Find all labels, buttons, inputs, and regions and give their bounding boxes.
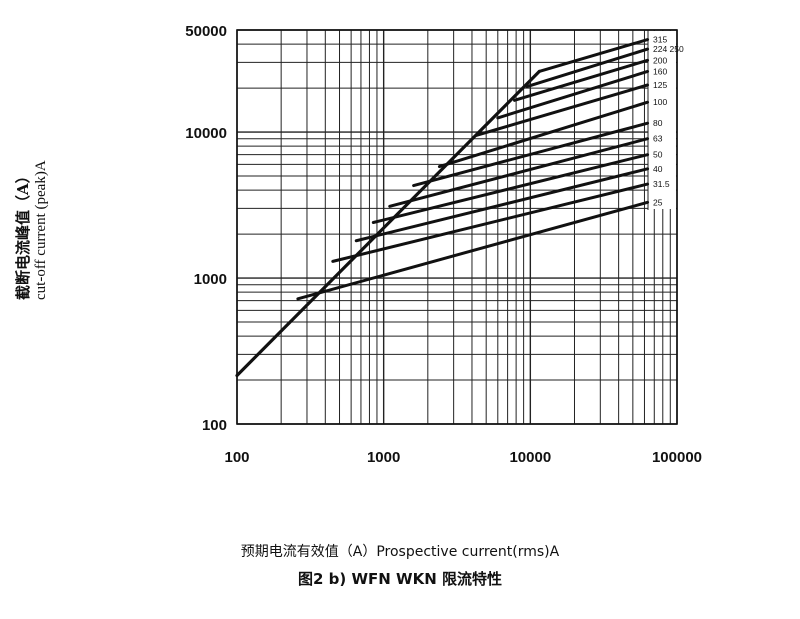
series-label-8: 63 (653, 134, 663, 144)
series-line-3 (513, 58, 650, 102)
series-label-10: 40 (653, 164, 663, 174)
series-line-1 (537, 38, 650, 73)
y-axis-title: 截断电流峰值（A） cut-off current (peak)A (14, 160, 50, 300)
series-label-12: 25 (653, 197, 663, 207)
y-axis-title-cn: 截断电流峰值（A） (14, 168, 32, 300)
y-tick-label: 1000 (194, 271, 227, 288)
x-tick-label: 1000 (367, 449, 400, 466)
series-label-4: 160 (653, 66, 667, 76)
series-line-4 (496, 69, 650, 120)
y-axis-title-en: cut-off current (peak)A (33, 160, 49, 300)
series-line-9 (371, 153, 650, 225)
grid-lines (236, 29, 678, 425)
series-line-2 (525, 47, 650, 89)
x-axis-title: 预期电流有效值（A）Prospective current(rms)A (240, 544, 560, 560)
series-label-3: 200 (653, 55, 667, 65)
series-label-6: 100 (653, 97, 667, 107)
series-label-2: 224 250 (653, 44, 684, 54)
curve-lines (235, 38, 650, 378)
y-tick-label: 50000 (185, 23, 227, 40)
series-line-10 (354, 167, 650, 243)
series-line-12 (296, 200, 650, 301)
series-label-5: 125 (653, 80, 667, 90)
x-tick-label: 10000 (509, 449, 551, 466)
series-label-7: 80 (653, 118, 663, 128)
y-tick-label: 100 (202, 417, 227, 434)
series-line-6 (437, 100, 650, 169)
series-line-8 (388, 137, 650, 208)
series-label-11: 31.5 (653, 179, 670, 189)
series-line-11 (331, 182, 650, 263)
figure-caption: 图2 b) WFN WKN 限流特性 (298, 570, 502, 588)
series-label-1: 315 (653, 35, 667, 45)
y-tick-label: 10000 (185, 125, 227, 142)
series-line-7 (412, 121, 650, 188)
envelope-line (235, 69, 541, 378)
plot-frame (236, 29, 678, 425)
series-label-9: 50 (653, 150, 663, 160)
series-line-5 (475, 83, 650, 137)
legend-column (648, 31, 676, 209)
x-tick-label: 100 (224, 449, 249, 466)
x-tick-label: 100000 (652, 449, 702, 466)
